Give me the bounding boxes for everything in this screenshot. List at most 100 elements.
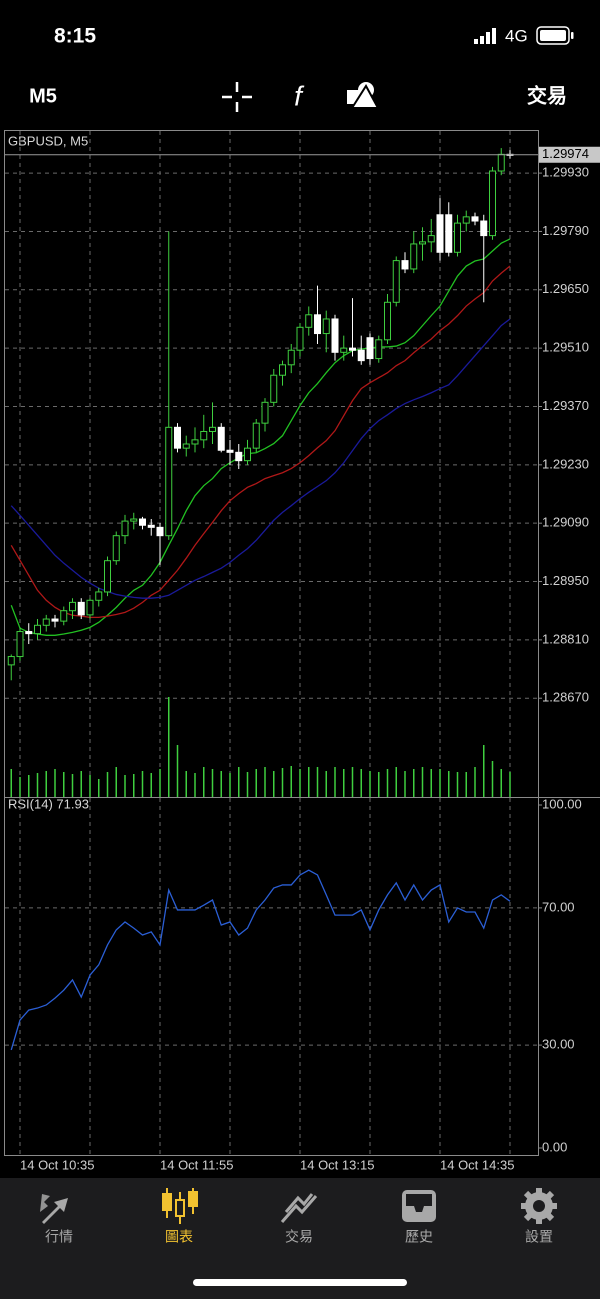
rsi-line bbox=[10, 869, 511, 1051]
candle-body bbox=[445, 214, 453, 253]
candle-body bbox=[252, 422, 260, 449]
y-tick-label: 1.29230 bbox=[542, 456, 589, 471]
candle-body bbox=[147, 524, 155, 528]
tab-label[interactable]: 交易 bbox=[285, 1229, 313, 1245]
candle-body bbox=[25, 631, 33, 635]
candle-body bbox=[419, 241, 426, 245]
chart-title: GBPUSD, M5 bbox=[8, 133, 88, 148]
candle-body bbox=[191, 439, 199, 445]
indicators-button[interactable]: f bbox=[294, 80, 305, 111]
candle-body bbox=[270, 374, 278, 403]
candle-body bbox=[462, 216, 470, 224]
last-price-box bbox=[539, 146, 600, 163]
objects-button[interactable] bbox=[347, 82, 380, 109]
tab-label[interactable]: 圖表 bbox=[165, 1229, 193, 1245]
candle-body bbox=[60, 610, 68, 622]
candle-body bbox=[366, 337, 374, 360]
candle-body bbox=[287, 349, 295, 366]
tab-label[interactable]: 設置 bbox=[525, 1229, 553, 1245]
y-tick-label: 1.28670 bbox=[542, 690, 589, 705]
candle-body bbox=[86, 599, 94, 616]
candle-body bbox=[217, 426, 225, 451]
candle-body bbox=[69, 601, 76, 612]
y-tick-label: 30.00 bbox=[542, 1037, 575, 1052]
crosshair-button[interactable] bbox=[222, 82, 252, 112]
candle-body bbox=[261, 401, 269, 424]
y-tick-label: 0.00 bbox=[542, 1139, 567, 1154]
candle-body bbox=[104, 560, 111, 593]
signal-icon bbox=[474, 28, 496, 44]
candle-body bbox=[200, 430, 208, 441]
candle-body bbox=[296, 326, 304, 351]
tab-icon-settings bbox=[521, 1188, 557, 1224]
tab-label[interactable]: 行情 bbox=[45, 1229, 73, 1245]
candle-body bbox=[436, 214, 444, 253]
y-tick-label: 1.29510 bbox=[542, 340, 589, 355]
candle-body bbox=[427, 235, 435, 243]
candle-body bbox=[401, 260, 409, 270]
x-tick-label: 14 Oct 14:35 bbox=[440, 1157, 514, 1172]
candle-body bbox=[226, 449, 234, 453]
candle-body bbox=[322, 318, 330, 335]
candle-body bbox=[42, 618, 50, 626]
y-tick-label: 1.29930 bbox=[542, 165, 589, 180]
candle-body bbox=[235, 451, 243, 462]
plot-layer: 14 Oct 10:35 14 Oct 11:55 14 Oct 13:15 14 O… bbox=[5, 131, 600, 1172]
candle-body bbox=[244, 447, 251, 462]
chart-frame bbox=[4, 130, 539, 1156]
tab-icon-chart bbox=[162, 1188, 198, 1224]
candle-body bbox=[182, 443, 190, 449]
x-tick-label: 14 Oct 13:15 bbox=[300, 1157, 374, 1172]
tab-label[interactable]: 歷史 bbox=[405, 1229, 433, 1245]
candle-body bbox=[384, 301, 391, 341]
x-tick-label: 14 Oct 11:55 bbox=[160, 1157, 233, 1172]
y-tick-label: 1.28810 bbox=[542, 631, 589, 646]
candle-body bbox=[121, 520, 129, 537]
trade-button[interactable]: 交易 bbox=[527, 83, 567, 107]
candle-body bbox=[51, 618, 59, 622]
candle-body bbox=[331, 318, 339, 353]
candle-body bbox=[156, 526, 164, 537]
moving-average bbox=[10, 265, 511, 619]
candle-body bbox=[130, 518, 138, 522]
candle-body bbox=[497, 153, 505, 172]
last-price-label: 1.29974 bbox=[542, 146, 589, 161]
network-label: 4G bbox=[505, 26, 528, 45]
home-indicator bbox=[193, 1279, 407, 1286]
x-tick-label: 14 Oct 10:35 bbox=[20, 1157, 94, 1172]
candle-body bbox=[16, 631, 24, 658]
candle-body bbox=[410, 243, 418, 270]
y-tick-label: 1.29790 bbox=[542, 223, 589, 238]
candle-body bbox=[480, 220, 488, 237]
candle-body bbox=[314, 314, 321, 335]
y-tick-label: 1.29090 bbox=[542, 515, 589, 530]
candle-body bbox=[489, 170, 496, 237]
candle-body bbox=[95, 591, 103, 601]
rsi-title: RSI(14) 71.93 bbox=[8, 796, 89, 811]
candle-body bbox=[305, 314, 313, 328]
candle-body bbox=[471, 216, 479, 222]
candle-body bbox=[112, 535, 120, 562]
candle-body bbox=[139, 518, 146, 526]
tab-icon-trade bbox=[280, 1193, 318, 1223]
battery-icon bbox=[536, 26, 574, 45]
status-time: 8:15 bbox=[54, 25, 96, 48]
tab-labels: 行情 圖表 交易 歷史 設置 bbox=[45, 1229, 553, 1245]
candle-body bbox=[357, 349, 365, 362]
timeframe-button[interactable]: M5 bbox=[29, 85, 57, 107]
candle-body bbox=[174, 426, 181, 449]
candle-body bbox=[375, 339, 383, 360]
candle-body bbox=[77, 601, 85, 616]
candle-body bbox=[340, 347, 348, 353]
candle-body bbox=[209, 426, 216, 432]
y-tick-label: 100.00 bbox=[542, 796, 582, 811]
candle-body bbox=[165, 426, 173, 537]
tab-icon-quotes bbox=[40, 1194, 68, 1224]
moving-average bbox=[10, 318, 511, 599]
candle-body bbox=[454, 222, 461, 253]
candle-body bbox=[349, 347, 356, 351]
y-tick-label: 1.29650 bbox=[542, 281, 589, 296]
